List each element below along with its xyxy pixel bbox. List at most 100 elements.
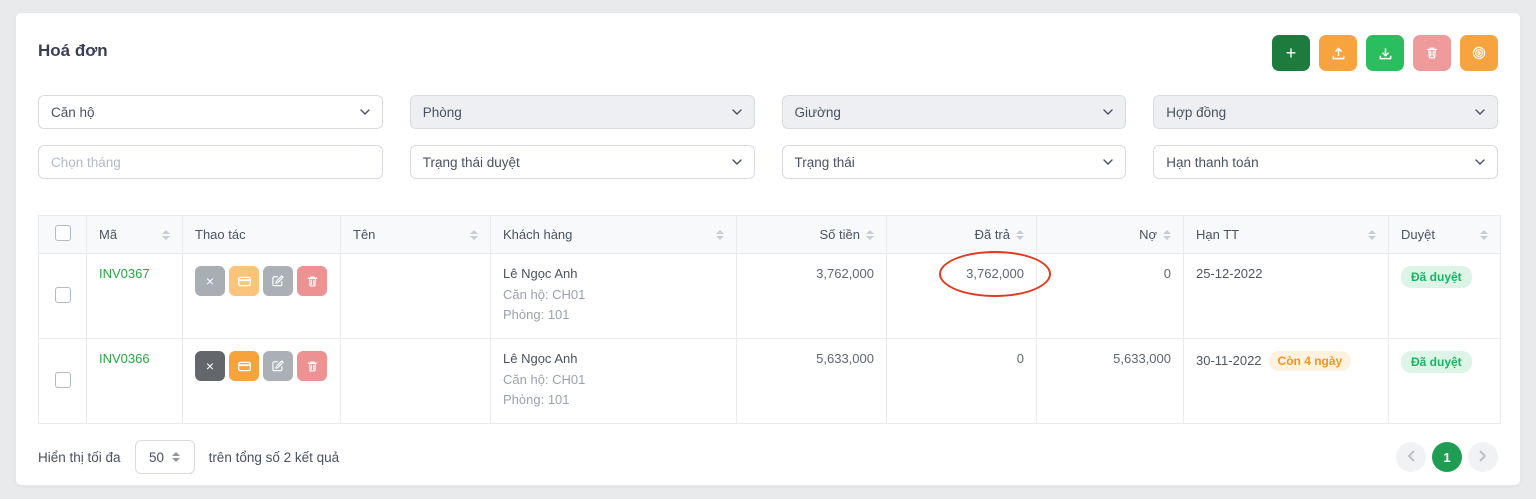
debt-cell: 0 (1036, 253, 1184, 339)
x-icon: × (205, 358, 215, 374)
approval-status-badge: Đã duyệt (1401, 351, 1472, 373)
filter-bed-select[interactable]: Giường (781, 95, 1127, 129)
filter-room-select[interactable]: Phòng (409, 95, 755, 129)
customer-apartment: Căn hộ: CH01 (503, 372, 586, 387)
filter-approval-status-select[interactable]: Trạng thái duyệt (409, 145, 755, 179)
sort-icon (716, 229, 724, 240)
chevron-right-icon (1479, 450, 1487, 465)
total-results-label: trên tổng số 2 kết quả (208, 449, 340, 465)
upload-button[interactable] (1319, 35, 1357, 71)
table-row: INV0366 × Lê Ngọc Anh Căn hộ: CH01 Phòng… (38, 338, 1501, 424)
days-left-badge: Còn 4 ngày (1268, 351, 1352, 371)
page-size-stepper[interactable]: 50 (134, 440, 195, 474)
filter-bar: Căn hộ Phòng Giường Hợp đồng Trạng thái … (38, 95, 1498, 179)
trash-icon (306, 275, 319, 288)
column-header-paid[interactable]: Đã trả (899, 227, 1024, 242)
customer-room: Phòng: 101 (503, 307, 570, 323)
row-actions: × (195, 266, 328, 296)
due-date-cell: 30-11-2022 Còn 4 ngày (1183, 338, 1389, 424)
column-header-amount[interactable]: Số tiền (749, 227, 874, 242)
payment-button[interactable] (229, 351, 259, 381)
delete-invoice-button[interactable] (297, 266, 327, 296)
prev-page-button[interactable] (1396, 442, 1426, 472)
filter-apartment-select[interactable]: Căn hộ (38, 95, 383, 129)
trash-icon (306, 360, 319, 373)
chevron-down-icon (731, 109, 742, 115)
amount-cell: 5,633,000 (736, 338, 887, 424)
edit-icon (271, 359, 285, 373)
invoice-name-cell (340, 253, 491, 339)
due-date: 30-11-2022 (1196, 353, 1262, 368)
filter-approval-status-label: Trạng thái duyệt (422, 154, 520, 170)
paid-value: 3,762,000 (966, 266, 1024, 281)
customer-apartment: Căn hộ: CH01 (503, 287, 586, 302)
customer-name: Lê Ngọc Anh (503, 266, 578, 281)
credit-card-icon (237, 359, 252, 374)
toolbar: + (1272, 35, 1498, 71)
select-all-checkbox[interactable] (54, 225, 71, 241)
amount-cell: 3,762,000 (736, 253, 887, 339)
filter-status-label: Trạng thái (794, 154, 855, 170)
column-header-actions: Thao tác (195, 227, 246, 242)
column-header-name[interactable]: Tên (353, 227, 478, 242)
invoice-panel: Hoá đơn + Căn hộ Phòng (15, 12, 1521, 486)
filter-bed-label: Giường (794, 104, 841, 120)
chevron-down-icon (1103, 159, 1113, 165)
pagination: 1 (1396, 442, 1498, 472)
panel-header: Hoá đơn + (38, 35, 1498, 71)
column-header-due[interactable]: Hạn TT (1196, 227, 1376, 242)
invoice-code-link[interactable]: INV0367 (99, 266, 150, 281)
sort-icon (866, 229, 874, 240)
invoice-table: Mã Thao tác Tên Khách hàng Số tiền Đã tr… (38, 215, 1501, 424)
chevron-down-icon (731, 159, 742, 165)
sort-icon (1480, 229, 1488, 240)
column-header-approval[interactable]: Duyệt (1401, 227, 1488, 242)
edit-icon (271, 274, 285, 288)
customer-name: Lê Ngọc Anh (503, 351, 578, 366)
chevron-down-icon (360, 109, 370, 115)
invoice-name-cell (340, 338, 491, 424)
chevron-down-icon (1103, 109, 1113, 115)
column-header-debt[interactable]: Nợ (1049, 227, 1171, 242)
filter-month-input[interactable] (38, 145, 383, 179)
due-date-cell: 25-12-2022 (1183, 253, 1389, 339)
cancel-invoice-button[interactable]: × (195, 351, 225, 381)
filter-status-select[interactable]: Trạng thái (781, 145, 1127, 179)
sort-icon (1016, 229, 1024, 240)
target-button[interactable] (1460, 35, 1498, 71)
upload-icon (1331, 46, 1346, 61)
filter-contract-select[interactable]: Hợp đồng (1153, 95, 1498, 129)
delete-invoice-button[interactable] (297, 351, 327, 381)
stepper-icon (172, 452, 181, 462)
invoice-code-link[interactable]: INV0366 (99, 351, 150, 366)
filter-apartment-label: Căn hộ (51, 104, 95, 120)
cancel-invoice-button[interactable]: × (195, 266, 225, 296)
filter-payment-deadline-label: Hạn thanh toán (1166, 154, 1259, 170)
customer-cell: Lê Ngọc Anh Căn hộ: CH01 Phòng: 101 (490, 253, 737, 339)
edit-invoice-button[interactable] (263, 351, 293, 381)
add-invoice-button[interactable]: + (1272, 35, 1310, 71)
table-header-row: Mã Thao tác Tên Khách hàng Số tiền Đã tr… (38, 215, 1501, 254)
payment-button[interactable] (229, 266, 259, 296)
trash-icon (1425, 46, 1439, 60)
next-page-button[interactable] (1468, 442, 1498, 472)
column-header-code[interactable]: Mã (99, 227, 170, 242)
download-button[interactable] (1366, 35, 1404, 71)
paid-cell: 0 (886, 338, 1037, 424)
sort-icon (470, 229, 478, 240)
page-1-button[interactable]: 1 (1432, 442, 1462, 472)
column-header-customer[interactable]: Khách hàng (503, 227, 724, 242)
chevron-down-icon (1475, 159, 1485, 165)
edit-invoice-button[interactable] (263, 266, 293, 296)
approval-status-badge: Đã duyệt (1401, 266, 1472, 288)
page-size-label: Hiển thị tối đa (38, 449, 121, 465)
row-checkbox[interactable] (54, 371, 71, 388)
download-icon (1378, 46, 1393, 61)
table-footer: Hiển thị tối đa 50 trên tổng số 2 kết qu… (38, 440, 1498, 474)
filter-payment-deadline-select[interactable]: Hạn thanh toán (1153, 145, 1498, 179)
row-checkbox[interactable] (54, 286, 71, 303)
filter-room-label: Phòng (422, 104, 462, 120)
delete-button[interactable] (1413, 35, 1451, 71)
chevron-down-icon (1475, 109, 1485, 115)
chevron-left-icon (1407, 450, 1415, 465)
